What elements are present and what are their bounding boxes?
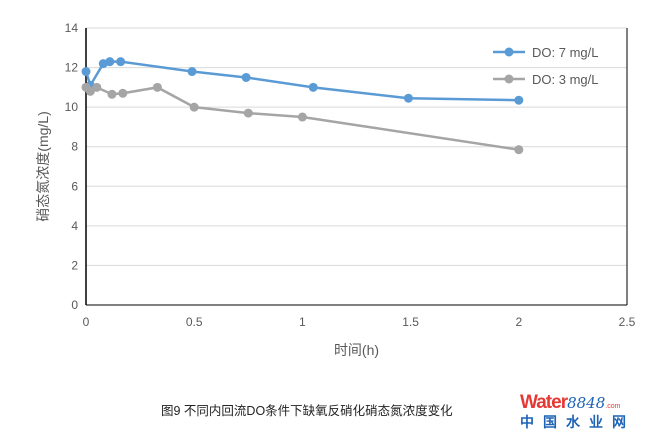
data-point <box>116 57 126 67</box>
data-point <box>107 89 117 99</box>
y-tick-label: 12 <box>65 61 79 75</box>
legend-marker <box>504 74 514 84</box>
y-tick-label: 2 <box>71 258 78 272</box>
legend-label: DO: 3 mg/L <box>532 72 598 87</box>
data-point <box>81 67 91 77</box>
data-point <box>403 93 413 103</box>
x-tick-label: 0.5 <box>186 315 203 329</box>
x-tick-label: 0 <box>83 315 90 329</box>
y-tick-label: 14 <box>65 21 79 35</box>
data-point <box>187 67 197 77</box>
x-tick-label: 1 <box>299 315 306 329</box>
data-point <box>297 112 307 122</box>
y-tick-label: 8 <box>71 140 78 154</box>
data-point <box>243 108 253 118</box>
data-point <box>105 57 115 67</box>
data-point <box>241 72 251 82</box>
series-line <box>84 60 519 102</box>
x-axis-label: 时间(h) <box>334 342 379 358</box>
y-tick-label: 4 <box>71 219 78 233</box>
figure-caption: 图9 不同内回流DO条件下缺氧反硝化硝态氮浓度变化 <box>161 404 453 418</box>
data-point <box>189 102 199 112</box>
x-tick-label: 1.5 <box>402 315 419 329</box>
watermark-logo: Water8848.com 中国水业网 <box>520 392 640 432</box>
logo-brand: Water <box>520 392 568 413</box>
legend-label: DO: 7 mg/L <box>532 45 598 60</box>
logo-com: .com <box>605 403 621 410</box>
logo-cn: 中国水业网 <box>520 414 635 430</box>
y-tick-label: 6 <box>71 179 78 193</box>
data-point <box>85 86 95 96</box>
data-point <box>152 82 162 92</box>
x-tick-label: 2.5 <box>619 315 636 329</box>
data-point <box>514 145 524 155</box>
data-point <box>118 88 128 98</box>
data-point <box>308 82 318 92</box>
logo-number: 8848 <box>567 394 606 412</box>
y-tick-label: 0 <box>71 298 78 312</box>
data-point <box>92 82 102 92</box>
x-tick-label: 2 <box>515 315 522 329</box>
legend-marker <box>504 47 514 57</box>
y-axis-label: 硝态氮浓度(mg/L) <box>35 111 51 221</box>
data-point <box>514 95 524 105</box>
y-tick-label: 10 <box>65 100 79 114</box>
